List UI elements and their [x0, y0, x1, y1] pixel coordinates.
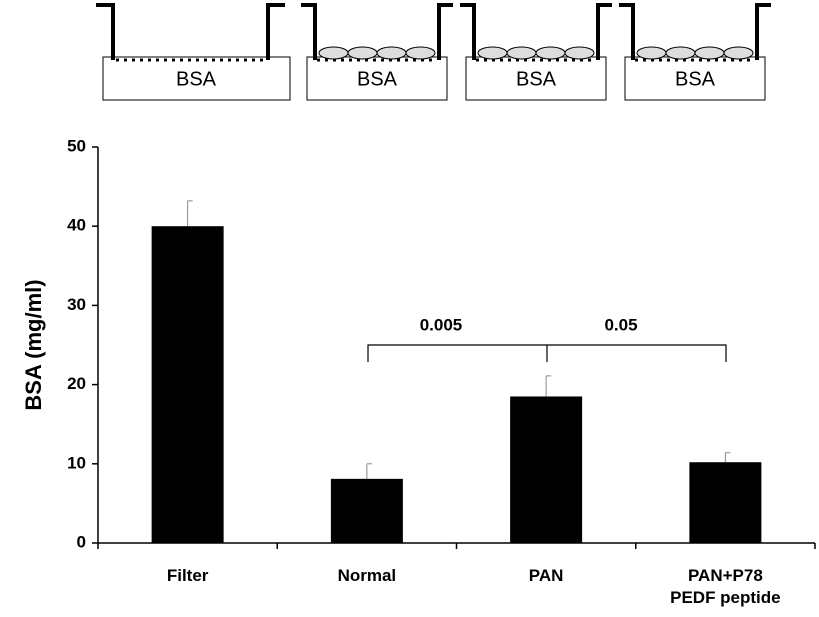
y-tick-label: 40 — [67, 216, 86, 235]
y-tick-label: 0 — [77, 532, 86, 551]
well — [465, 56, 607, 101]
cell — [636, 46, 667, 60]
cell — [564, 46, 595, 60]
cell — [694, 46, 725, 60]
insert — [619, 3, 771, 60]
y-tick-label: 50 — [67, 136, 86, 155]
y-tick-label: 30 — [67, 295, 86, 314]
x-tick-label: Filter — [166, 566, 209, 585]
cell — [535, 46, 566, 60]
diagram — [96, 3, 771, 101]
bar — [689, 462, 762, 543]
y-tick-label: 10 — [67, 453, 86, 472]
y-axis-label: BSA (mg/ml) — [21, 279, 46, 410]
well — [306, 56, 448, 101]
x-tick-label: PAN+P78 PEDF peptide — [670, 566, 781, 607]
cell — [723, 46, 754, 60]
cell — [376, 46, 407, 60]
well — [624, 56, 766, 101]
cell — [506, 46, 537, 60]
cell — [318, 46, 349, 60]
cell — [477, 46, 508, 60]
cell — [665, 46, 696, 60]
p-value: 0.05 — [604, 315, 637, 334]
cell — [405, 46, 436, 60]
p-value: 0.005 — [420, 315, 463, 334]
cell — [347, 46, 378, 60]
x-tick-label: PAN — [528, 566, 564, 585]
well-label: BSA — [357, 68, 398, 90]
bar — [330, 478, 403, 543]
well-label: BSA — [675, 68, 716, 90]
y-tick-label: 20 — [67, 374, 86, 393]
bar — [510, 396, 583, 543]
well-label: BSA — [176, 68, 217, 90]
well-label: BSA — [516, 68, 557, 90]
bracket — [367, 344, 727, 362]
x-tick-label: Normal — [337, 566, 397, 585]
insert — [460, 3, 612, 60]
bar — [151, 226, 224, 543]
insert — [301, 3, 453, 60]
